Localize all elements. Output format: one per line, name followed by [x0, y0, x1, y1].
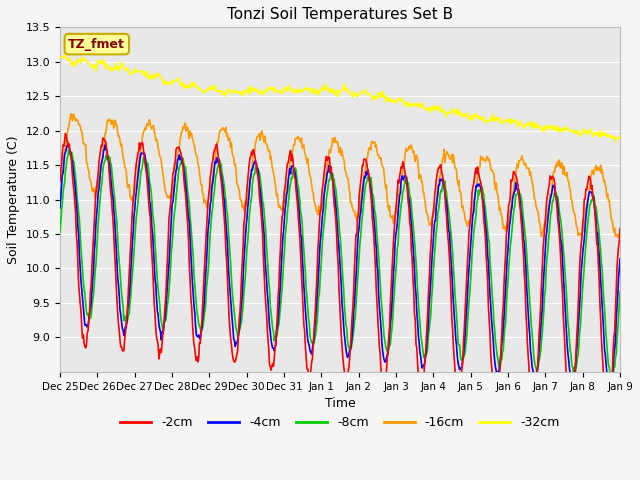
- X-axis label: Time: Time: [324, 397, 355, 410]
- Text: TZ_fmet: TZ_fmet: [68, 37, 125, 50]
- Legend: -2cm, -4cm, -8cm, -16cm, -32cm: -2cm, -4cm, -8cm, -16cm, -32cm: [115, 411, 565, 434]
- Title: Tonzi Soil Temperatures Set B: Tonzi Soil Temperatures Set B: [227, 7, 453, 22]
- Y-axis label: Soil Temperature (C): Soil Temperature (C): [7, 135, 20, 264]
